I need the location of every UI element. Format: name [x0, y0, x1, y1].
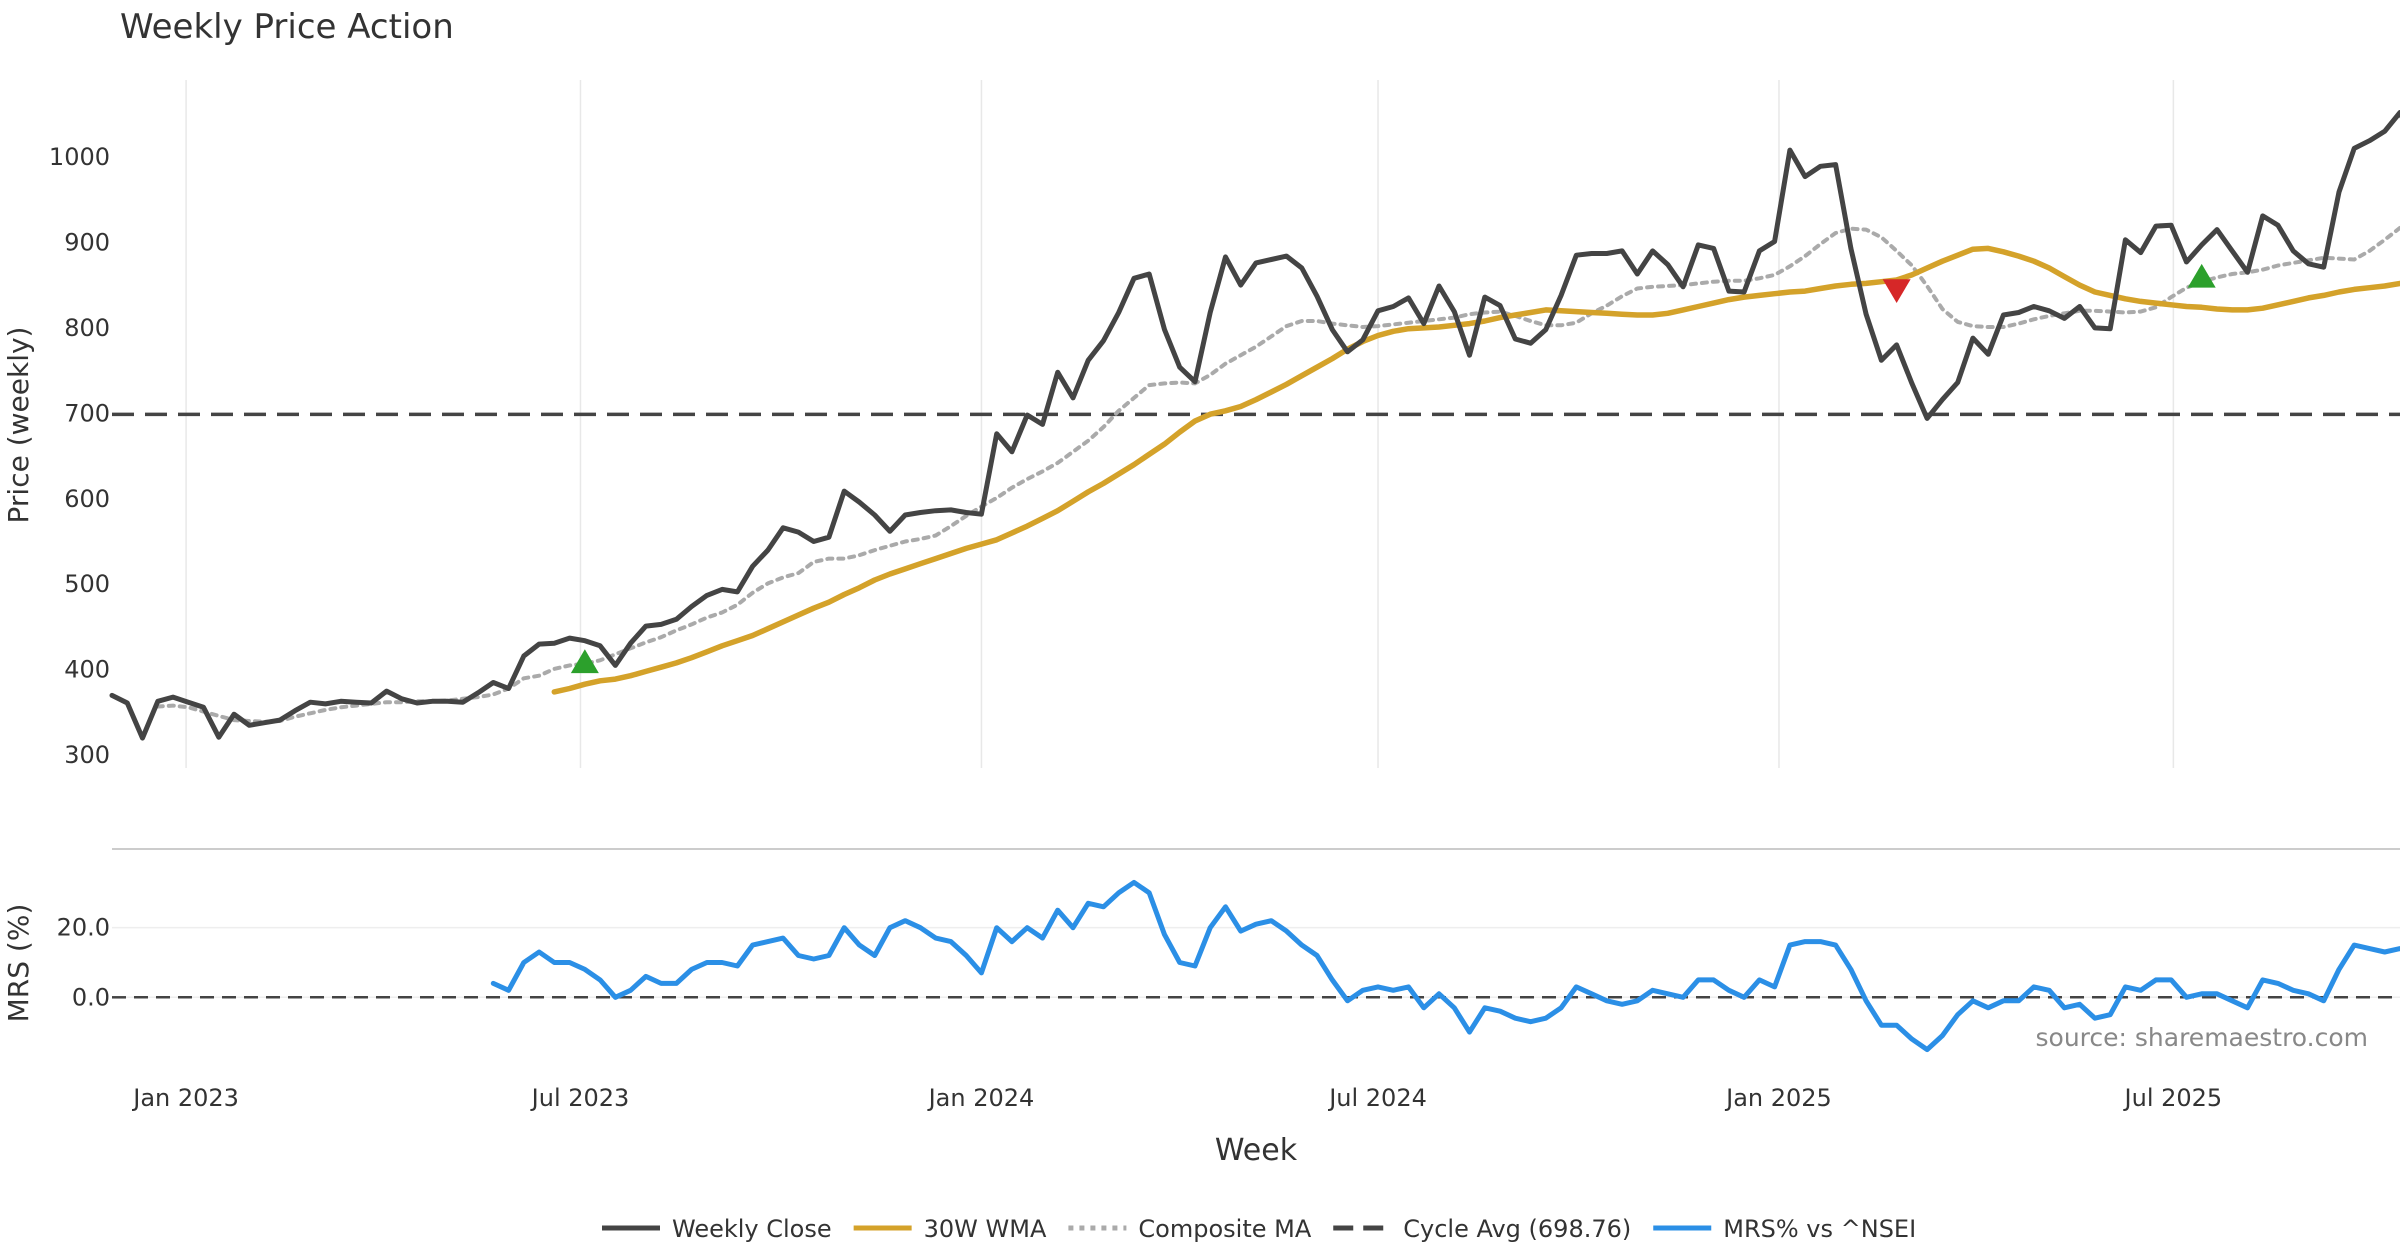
- buy-signal-marker: [2187, 263, 2216, 288]
- price-y-axis-label: Price (weekly): [2, 327, 35, 524]
- mrs-series-group: [490, 879, 2400, 1053]
- x-tick-labels: Jan 2023 Jul 2023 Jan 2024 Jul 2024 Jan 2025…: [131, 1084, 2222, 1112]
- legend-label: MRS% vs ^NSEI: [1723, 1215, 1916, 1243]
- price-y-tick-labels: 300 400 500 600 700 800 900 1000: [49, 143, 110, 769]
- legend-label: Weekly Close: [672, 1215, 832, 1243]
- buy-signal-marker: [570, 649, 599, 674]
- legend-label: 30W WMA: [924, 1215, 1047, 1243]
- x-tick-label: Jul 2024: [1327, 1084, 1427, 1112]
- price-y-tick-label: 700: [64, 399, 110, 427]
- mrs-gridlines: [112, 926, 2400, 999]
- price-y-tick-label: 300: [64, 741, 110, 769]
- x-tick-label: Jul 2023: [530, 1084, 630, 1112]
- legend-label: Composite MA: [1138, 1215, 1311, 1243]
- mrs-y-tick-label: 20.0: [57, 914, 110, 942]
- price-y-tick-label: 1000: [49, 143, 110, 171]
- wma-30w-line: [551, 245, 2400, 695]
- price-gridlines: [185, 80, 2175, 768]
- legend-label: Cycle Avg (698.76): [1403, 1215, 1631, 1243]
- price-series-group: [109, 110, 2400, 741]
- signal-markers-group: [570, 263, 2216, 674]
- source-note: source: sharemaestro.com: [2036, 1023, 2369, 1052]
- chart-title: Weekly Price Action: [120, 7, 454, 47]
- price-y-tick-label: 600: [64, 485, 110, 513]
- mrs-y-tick-label: 0.0: [72, 983, 110, 1011]
- x-tick-label: Jul 2025: [2123, 1084, 2223, 1112]
- legend: Weekly Close 30W WMA Composite MA Cycle Avg…: [602, 1215, 1916, 1243]
- price-y-tick-label: 400: [64, 656, 110, 684]
- price-y-tick-label: 500: [64, 570, 110, 598]
- x-tick-label: Jan 2024: [927, 1084, 1035, 1112]
- x-tick-label: Jan 2025: [1724, 1084, 1832, 1112]
- x-axis-label: Week: [1215, 1133, 1298, 1168]
- price-y-tick-label: 800: [64, 314, 110, 342]
- weekly-close-line: [109, 110, 2400, 741]
- x-tick-label: Jan 2023: [131, 1084, 239, 1112]
- price-y-tick-label: 900: [64, 228, 110, 256]
- mrs-y-tick-labels: 0.0 20.0: [57, 914, 110, 1012]
- sell-signal-marker: [1882, 279, 1911, 304]
- mrs-line: [490, 879, 2400, 1053]
- composite-ma-line: [155, 225, 2400, 724]
- mrs-y-axis-label: MRS (%): [2, 904, 35, 1023]
